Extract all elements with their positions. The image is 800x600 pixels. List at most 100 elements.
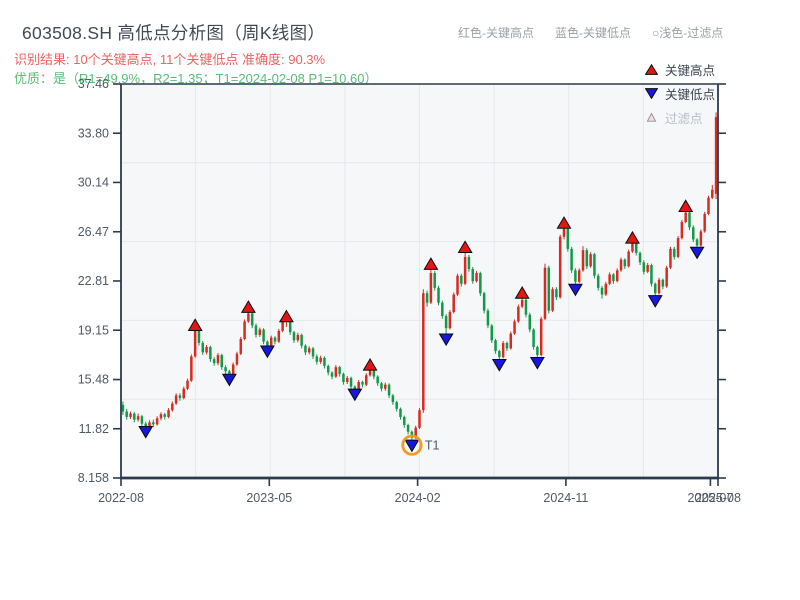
candle (422, 293, 425, 411)
candle (205, 347, 208, 353)
candle (155, 418, 159, 425)
candle (121, 404, 125, 412)
candle (262, 329, 265, 342)
candle (703, 213, 706, 232)
candle (456, 275, 459, 295)
candle (638, 252, 642, 263)
candle (201, 342, 205, 353)
candle (288, 320, 292, 333)
candle (182, 388, 185, 399)
candle (231, 364, 235, 374)
candle (387, 384, 391, 396)
key-low-marker (567, 283, 583, 297)
candle (239, 338, 243, 354)
legend-label-key-high: 关键高点 (665, 63, 716, 78)
key-low-marker (529, 356, 545, 370)
candle (498, 351, 501, 358)
candle (593, 254, 596, 276)
key-high-marker (278, 309, 294, 323)
legend-item-filtered: 过滤点 (645, 105, 715, 129)
key-high-marker (362, 357, 378, 371)
candle (315, 356, 319, 362)
key-high-marker (187, 318, 203, 331)
candle (619, 259, 623, 271)
candle (395, 402, 398, 409)
chart-legend: 关键高点 关键低点 过滤点 (645, 57, 715, 129)
x-tick-label: 2022-08 (98, 491, 144, 505)
legend-item-key-low: 关键低点 (645, 81, 715, 105)
candle (494, 340, 497, 352)
candle (152, 422, 155, 425)
candle (661, 279, 665, 287)
candle (699, 231, 703, 246)
key-high-marker (678, 199, 694, 212)
candle (365, 375, 368, 385)
y-tick-label: 33.80 (78, 126, 109, 140)
candle (193, 330, 197, 357)
candle (349, 377, 353, 387)
candle (577, 270, 581, 282)
candle (361, 381, 364, 385)
candle (167, 410, 170, 417)
candle (307, 348, 311, 353)
page-title: 603508.SH 高低点分析图（周K线图） (22, 23, 326, 43)
candle (631, 243, 634, 252)
candle (254, 325, 258, 335)
candle (269, 337, 273, 347)
candle (612, 274, 615, 282)
y-tick-label: 26.47 (78, 225, 109, 239)
candle (490, 325, 493, 341)
y-tick-label: 30.14 (78, 176, 109, 190)
candle (509, 333, 513, 349)
candle (250, 313, 254, 326)
candle (384, 384, 387, 389)
y-tick-label: 22.81 (78, 274, 109, 288)
key-high-triangle-icon (645, 63, 658, 75)
candle (539, 318, 543, 356)
candle (273, 337, 277, 342)
candle (482, 293, 486, 311)
candle (555, 289, 558, 298)
candle (357, 381, 360, 390)
candle (574, 270, 577, 282)
candle (467, 256, 471, 270)
axes: 37.46 33.80 30.14 26.47 22.81 19.15 15.48 11.82… (78, 77, 741, 505)
hint-filtered: ○浅色-过滤点 (652, 26, 724, 40)
candle (441, 302, 444, 317)
candle (125, 411, 128, 417)
y-tick-label: 19.15 (78, 323, 109, 337)
candle (247, 313, 250, 322)
candle (676, 238, 680, 257)
candle (136, 416, 140, 420)
candle (300, 334, 303, 346)
candle (334, 367, 338, 377)
hint-key-high: 红色-关键高点 (458, 26, 534, 40)
candle (551, 289, 554, 311)
color-legend-hints: 红色-关键高点 蓝色-关键低点 ○浅色-过滤点 (458, 24, 723, 41)
candle (608, 274, 611, 284)
key-high-marker (624, 230, 640, 244)
candle (266, 341, 269, 347)
candle (650, 264, 653, 284)
candle (600, 287, 604, 295)
candle (399, 408, 402, 417)
candle (505, 342, 509, 349)
candle (326, 365, 330, 373)
candle (433, 273, 436, 288)
candle (235, 353, 239, 365)
candle (692, 227, 695, 240)
candle (543, 267, 547, 319)
candle (319, 357, 322, 362)
candle (178, 395, 182, 399)
candle (623, 259, 627, 267)
candle (129, 413, 132, 417)
candle (342, 373, 345, 382)
candle (524, 299, 528, 315)
candle (513, 321, 516, 334)
candle (304, 345, 307, 353)
candle (471, 269, 474, 282)
candle (520, 299, 524, 307)
candle (292, 332, 296, 341)
candle (391, 395, 395, 403)
